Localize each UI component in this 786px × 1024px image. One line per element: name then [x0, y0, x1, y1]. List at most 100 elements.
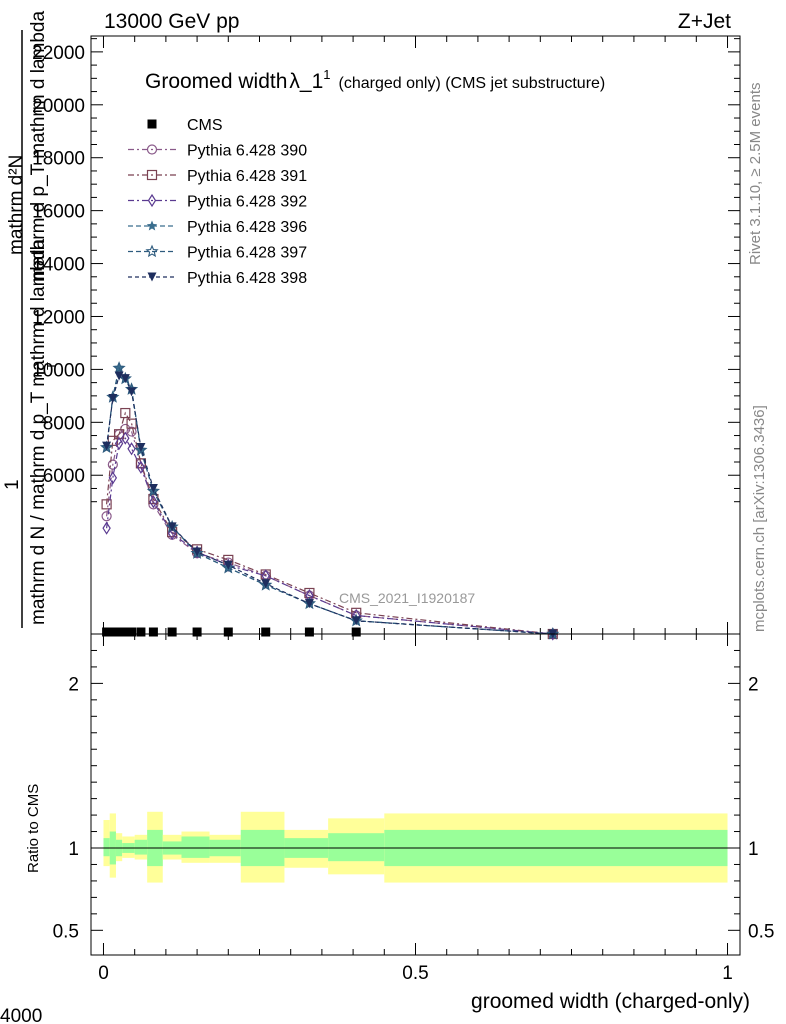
series-point — [114, 436, 124, 451]
cms-point — [102, 627, 112, 637]
cms-point — [192, 627, 202, 637]
series-point — [101, 499, 112, 510]
analysis-watermark: CMS_2021_I1920187 — [339, 590, 475, 606]
ratio-band-inner — [103, 838, 110, 857]
series-point — [136, 442, 146, 452]
series-point — [107, 459, 118, 470]
main-y-tick-label: 10000 — [32, 360, 85, 381]
ratio-y-ticks: 0.5 0.5 1 1 2 2 — [53, 649, 774, 942]
series-point — [102, 521, 111, 535]
series-point — [102, 441, 112, 451]
ratio-y-tick-label: 2 — [68, 674, 79, 695]
cms-point — [304, 627, 314, 637]
cms-point — [136, 627, 146, 637]
series-point — [167, 522, 177, 532]
series-point — [148, 483, 158, 493]
series-point — [167, 526, 177, 541]
cms-data-layer — [102, 627, 361, 637]
legend-marker — [147, 272, 157, 282]
main-y-tick-label: 6000 — [43, 466, 85, 487]
series-6 — [102, 371, 558, 639]
series-point — [121, 431, 130, 445]
legend-entry: Pythia 6.428 397 — [128, 245, 307, 262]
legend-entry: Pythia 6.428 396 — [128, 219, 307, 236]
main-y-ticks: 6000 8000 10000 12000 14000 16000 18000 20000 22… — [32, 38, 740, 503]
legend-label: Pythia 6.428 397 — [187, 245, 307, 262]
corner-label: 4000 — [0, 1006, 42, 1024]
cms-point — [261, 627, 271, 637]
series-point — [149, 495, 158, 509]
legend-label: Pythia 6.428 392 — [187, 194, 307, 211]
legend-marker — [146, 220, 158, 231]
legend-marker — [146, 169, 158, 181]
series-point — [304, 599, 314, 609]
series-line — [106, 366, 553, 635]
legend-entry: Pythia 6.428 392 — [128, 194, 307, 211]
series-layer — [100, 361, 560, 641]
cms-point — [120, 627, 130, 637]
series-point — [120, 407, 131, 419]
series-line — [106, 366, 553, 635]
header-right-title: Z+Jet — [678, 10, 731, 33]
main-y-tick-label: 18000 — [32, 149, 85, 170]
ratio-y-tick-label: 1 — [68, 839, 79, 860]
plot-title-superscript: 1 — [323, 67, 330, 82]
legend-entry: Pythia 6.428 391 — [128, 168, 307, 185]
series-point — [127, 387, 137, 397]
series-3 — [102, 431, 557, 641]
legend-marker — [145, 244, 159, 258]
series-point — [126, 418, 137, 429]
header-left-title: 13000 GeV pp — [104, 10, 239, 33]
main-y-tick-label: 16000 — [32, 202, 85, 223]
main-y-tick-label: 12000 — [32, 307, 85, 328]
mcplots-reference-label: mcplots.cern.ch [arXiv:1306.3436] — [751, 405, 768, 632]
series-point — [126, 426, 137, 437]
ylabel-top-denominator: mathrm d p_T mathrm d lambda — [28, 11, 49, 282]
series-point — [108, 471, 118, 485]
series-point — [221, 560, 235, 574]
series-4 — [101, 362, 559, 639]
series-5 — [100, 361, 560, 640]
cms-point — [127, 627, 137, 637]
series-point — [120, 374, 130, 384]
main-y-tick-label: 14000 — [32, 255, 85, 276]
ylabel-top-numerator: mathrm d²N — [6, 155, 27, 255]
plot-title-suffix: (charged only) (CMS jet substructure) — [339, 75, 606, 92]
x-tick-label: 0 — [98, 963, 109, 984]
series-point — [108, 394, 118, 404]
ylabel-bottom: mathrm d N / mathrm d p_T mathrm d lambd… — [28, 238, 49, 625]
series-point — [134, 443, 148, 456]
cms-point — [223, 627, 233, 637]
series-point — [261, 579, 271, 589]
ylabel-pt-subscript: T — [44, 362, 59, 370]
legend-label: CMS — [187, 117, 223, 134]
series-point — [136, 460, 146, 474]
legend-marker — [146, 144, 158, 155]
series-line — [106, 428, 553, 635]
ratio-band-inner — [181, 836, 210, 858]
legend-label: Pythia 6.428 398 — [187, 270, 307, 287]
main-y-tick-label: 8000 — [43, 413, 85, 434]
legend-marker — [147, 119, 157, 129]
ratio-y-tick-label-right: 1 — [748, 839, 759, 860]
ratio-band-inner — [328, 833, 385, 862]
legend-label: Pythia 6.428 396 — [187, 219, 307, 236]
legend-entry: Pythia 6.428 390 — [128, 143, 307, 160]
plot-title: Groomed widthλ_11 (charged only) (CMS jet… — [145, 67, 605, 93]
series-point — [112, 361, 126, 374]
main-y-tick-label: 22000 — [32, 43, 85, 64]
series-line — [106, 437, 553, 635]
series-point — [223, 560, 233, 570]
xlabel: groomed width (charged-only) — [471, 990, 750, 1013]
ratio-plot-frame — [90, 633, 741, 956]
ratio-y-tick-label-right: 0.5 — [748, 921, 774, 942]
ratio-ylabel: Ratio to CMS — [25, 784, 42, 873]
cms-point — [114, 627, 124, 637]
main-y-tick-label: 20000 — [32, 96, 85, 117]
legend: CMS Pythia 6.428 390 Pythia 6.428 391 Pythi… — [128, 117, 307, 287]
legend-marker — [147, 193, 157, 208]
legend-entry: CMS — [147, 117, 223, 134]
rivet-version-label: Rivet 3.1.10, ≥ 2.5M events — [747, 83, 764, 266]
legend-label: Pythia 6.428 390 — [187, 143, 307, 160]
series-point — [114, 371, 124, 381]
